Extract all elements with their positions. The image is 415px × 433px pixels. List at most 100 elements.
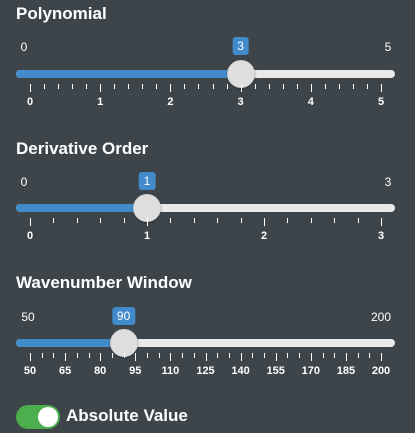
minor-tick bbox=[217, 353, 219, 358]
minor-tick bbox=[76, 218, 78, 223]
major-tick bbox=[170, 84, 172, 92]
slider-track[interactable] bbox=[16, 339, 395, 347]
slider-min-label: 0 bbox=[20, 175, 28, 189]
minor-tick bbox=[366, 84, 368, 89]
major-tick bbox=[381, 218, 382, 226]
tick-label: 3 bbox=[377, 230, 385, 242]
minor-tick bbox=[86, 84, 88, 89]
tick-label: 1 bbox=[143, 230, 151, 242]
minor-tick bbox=[240, 218, 242, 223]
major-tick bbox=[345, 353, 347, 361]
minor-tick bbox=[111, 353, 113, 358]
slider-ticks: 0 1 2 3 bbox=[0, 218, 415, 242]
minor-tick bbox=[123, 218, 125, 223]
minor-tick bbox=[53, 218, 55, 223]
minor-tick bbox=[268, 84, 270, 89]
slider-max-label: 200 bbox=[370, 310, 392, 324]
major-tick bbox=[170, 353, 172, 361]
slider-label: Wavenumber Window bbox=[16, 273, 192, 292]
tick-label: 0 bbox=[26, 230, 34, 242]
major-tick bbox=[264, 218, 265, 226]
minor-tick bbox=[217, 218, 219, 223]
slider-min-label: 50 bbox=[21, 310, 35, 324]
minor-tick bbox=[184, 84, 186, 89]
minor-tick bbox=[58, 84, 60, 89]
major-tick bbox=[205, 353, 207, 361]
slider-fill bbox=[16, 339, 124, 347]
absolute-value-switch[interactable] bbox=[16, 405, 60, 429]
tick-label: 1 bbox=[97, 96, 104, 108]
slider-value-badge: 90 bbox=[111, 307, 136, 325]
slider-derivative-order: Derivative Order 0 3 1 0 1 2 3 bbox=[0, 139, 415, 249]
minor-tick bbox=[299, 353, 301, 358]
major-tick bbox=[310, 84, 312, 92]
minor-tick bbox=[123, 353, 125, 358]
minor-tick bbox=[228, 353, 230, 358]
minor-tick bbox=[170, 218, 172, 223]
slider-label: Derivative Order bbox=[16, 139, 149, 158]
major-tick bbox=[30, 218, 31, 226]
tick-label: 80 bbox=[94, 365, 107, 377]
minor-tick bbox=[287, 353, 289, 358]
tick-label: 125 bbox=[196, 365, 215, 377]
minor-tick bbox=[88, 353, 90, 358]
slider-track[interactable] bbox=[16, 204, 395, 212]
minor-tick bbox=[100, 218, 102, 223]
major-tick bbox=[147, 218, 148, 226]
minor-tick bbox=[322, 353, 324, 358]
tick-label: 2 bbox=[167, 96, 174, 108]
major-tick bbox=[100, 353, 102, 361]
tick-label: 155 bbox=[266, 365, 285, 377]
slider-value-badge: 3 bbox=[232, 37, 249, 55]
minor-tick bbox=[334, 218, 336, 223]
tick-label: 185 bbox=[336, 365, 356, 377]
minor-tick bbox=[334, 353, 336, 358]
slider-handle[interactable] bbox=[133, 194, 161, 222]
minor-tick bbox=[193, 218, 195, 223]
minor-tick bbox=[156, 84, 158, 89]
major-tick bbox=[240, 84, 242, 92]
tick-label: 110 bbox=[161, 365, 180, 377]
major-tick bbox=[135, 353, 137, 361]
slider-handle[interactable] bbox=[226, 60, 255, 88]
slider-track[interactable] bbox=[16, 70, 395, 78]
minor-tick bbox=[296, 84, 298, 89]
major-tick bbox=[381, 84, 382, 92]
minor-tick bbox=[357, 353, 359, 358]
minor-tick bbox=[282, 84, 284, 89]
toggle-label: Absolute Value bbox=[66, 406, 188, 425]
minor-tick bbox=[44, 84, 46, 89]
minor-tick bbox=[324, 84, 326, 89]
minor-tick bbox=[53, 353, 55, 358]
tick-label: 0 bbox=[26, 96, 34, 108]
minor-tick bbox=[352, 84, 354, 89]
minor-tick bbox=[212, 84, 214, 89]
tick-label: 50 bbox=[23, 365, 37, 377]
slider-fill bbox=[16, 204, 147, 212]
slider-min-label: 0 bbox=[20, 40, 28, 54]
minor-tick bbox=[158, 353, 160, 358]
major-tick bbox=[240, 353, 242, 361]
tick-label: 2 bbox=[260, 230, 268, 242]
minor-tick bbox=[338, 84, 340, 89]
tick-label: 3 bbox=[237, 96, 244, 108]
major-tick bbox=[65, 353, 67, 361]
slider-max-label: 5 bbox=[384, 40, 392, 54]
switch-knob bbox=[38, 407, 58, 427]
minor-tick bbox=[357, 218, 359, 223]
major-tick bbox=[30, 84, 31, 92]
slider-ticks: 50 65 80 95 110 125 140 155 170 185 200 bbox=[0, 353, 415, 377]
slider-label: Polynomial bbox=[16, 4, 107, 23]
tick-label: 140 bbox=[231, 365, 250, 377]
minor-tick bbox=[147, 353, 148, 358]
minor-tick bbox=[254, 84, 256, 89]
minor-tick bbox=[369, 353, 371, 358]
major-tick bbox=[381, 353, 382, 361]
tick-label: 170 bbox=[301, 365, 320, 377]
tick-label: 200 bbox=[371, 365, 391, 377]
minor-tick bbox=[193, 353, 195, 358]
slider-wavenumber-window: Wavenumber Window 50 200 90 50 65 80 95 110 1… bbox=[0, 273, 415, 383]
tick-label: 65 bbox=[58, 365, 72, 377]
minor-tick bbox=[128, 84, 130, 89]
